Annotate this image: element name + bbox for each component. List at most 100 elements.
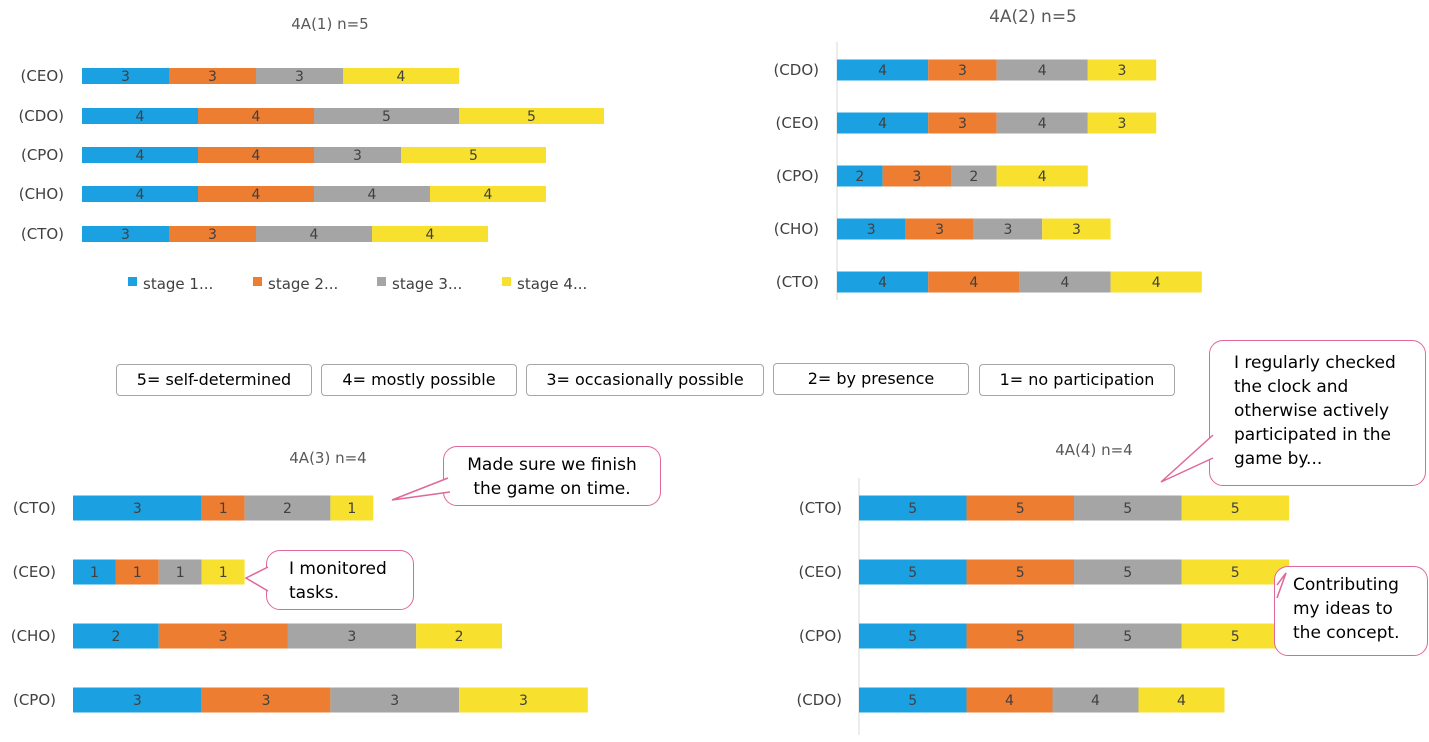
- chart-4-data-label: 5: [1016, 565, 1025, 581]
- chart-3-bar-segment: [201, 559, 245, 585]
- chart-2-bar-segment: [996, 59, 1088, 81]
- chart-2-bar-segment: [928, 112, 997, 134]
- chart-2-data-label: 2: [969, 169, 978, 185]
- chart-1-data-label: 5: [382, 109, 391, 125]
- legend-label-stage-4: stage 4...: [517, 275, 587, 293]
- chart-1-bar-segment: [256, 226, 372, 242]
- chart-3-category-label: (CPO): [13, 691, 56, 709]
- chart-1-category-label: (CEO): [21, 67, 64, 85]
- chart-3-data-label: 3: [133, 693, 142, 709]
- chart-1-data-label: 5: [527, 109, 536, 125]
- chart-2-data-label: 4: [1038, 63, 1047, 79]
- legend-label-stage-3: stage 3...: [392, 275, 462, 293]
- chart-4-bar-segment: [966, 687, 1053, 713]
- chart-1-data-label: 4: [252, 187, 261, 203]
- chart-4-data-label: 4: [1177, 693, 1186, 709]
- chart-1-data-label: 4: [397, 69, 406, 85]
- chart-2-bar-segment: [928, 59, 997, 81]
- chart-2-data-label: 3: [1072, 222, 1081, 238]
- chart-1-bar-segment: [343, 68, 459, 84]
- chart-3-bar-segment: [287, 623, 417, 649]
- chart-1-bar-segment: [82, 147, 198, 163]
- chart-2-bar-segment: [996, 112, 1088, 134]
- chart-3-bar-segment: [330, 687, 460, 713]
- chart-3-data-label: 2: [455, 629, 464, 645]
- chart-1-bar-segment: [372, 226, 488, 242]
- chart-2-data-label: 4: [878, 275, 887, 291]
- chart-1-bar-segment: [401, 147, 546, 163]
- chart-2-data-label: 3: [935, 222, 944, 238]
- chart-3-bar-segment: [201, 495, 245, 521]
- legend-label-stage-2: stage 2...: [268, 275, 338, 293]
- scale-legend-3: 3= occasionally possible: [526, 364, 764, 396]
- chart-2-data-label: 4: [878, 116, 887, 132]
- chart-3-data-label: 1: [133, 565, 142, 581]
- chart-3-bar-segment: [73, 559, 116, 585]
- chart-1-data-label: 4: [136, 187, 145, 203]
- chart-4-bar-segment: [859, 687, 967, 713]
- chart-4-bar-segment: [1181, 559, 1289, 585]
- chart-4-bar-segment: [859, 623, 967, 649]
- chart-4-title: 4A(4) n=4: [1055, 441, 1132, 459]
- chart-4-data-label: 5: [1231, 629, 1240, 645]
- chart-1-bar-segment: [256, 68, 343, 84]
- chart-3-bar-segment: [73, 495, 202, 521]
- chart-1-bar-segment: [198, 186, 314, 202]
- chart-2-data-label: 3: [912, 169, 921, 185]
- chart-1-data-label: 4: [368, 187, 377, 203]
- callout-monitored-tasks: I monitored tasks.: [266, 550, 414, 610]
- chart-2-data-label: 4: [1152, 275, 1161, 291]
- chart-2-bar-segment: [1042, 218, 1111, 240]
- chart-2-category-label: (CDO): [773, 61, 819, 79]
- chart-2-bar-segment: [1087, 59, 1157, 81]
- callout-finish-on-time-text: Made sure we finish the game on time.: [467, 455, 637, 499]
- chart-4-bar-segment: [1181, 623, 1289, 649]
- chart-1-data-label: 3: [295, 69, 304, 85]
- chart-2-data-label: 4: [1038, 116, 1047, 132]
- chart-2-data-label: 4: [1061, 275, 1070, 291]
- chart-1-category-label: (CPO): [21, 146, 64, 164]
- chart-2-bar-segment: [882, 165, 951, 187]
- chart-3-bar-segment: [73, 623, 159, 649]
- chart-4-bar-segment: [859, 495, 967, 521]
- legend-swatch-stage-3: [377, 277, 386, 286]
- chart-3-data-label: 2: [111, 629, 120, 645]
- chart-2-bar-segment: [1110, 271, 1202, 293]
- chart-2-bar-segment: [996, 165, 1088, 187]
- chart-4-data-label: 5: [908, 565, 917, 581]
- chart-1-data-label: 3: [121, 227, 130, 243]
- chart-1-data-label: 5: [469, 148, 478, 164]
- chart-3-category-label: (CTO): [13, 499, 56, 517]
- chart-2-bar-segment: [837, 59, 929, 81]
- chart-1-bar-segment: [198, 108, 314, 124]
- chart-2-bar-segment: [928, 271, 1020, 293]
- chart-1-data-label: 4: [426, 227, 435, 243]
- chart-4-data-label: 5: [1016, 501, 1025, 517]
- chart-1-data-label: 3: [208, 227, 217, 243]
- legend-swatch-stage-1: [128, 277, 137, 286]
- chart-2-data-label: 3: [958, 63, 967, 79]
- chart-4-data-label: 5: [1231, 501, 1240, 517]
- chart-3-title: 4A(3) n=4: [289, 449, 366, 467]
- chart-2-bar-segment: [905, 218, 974, 240]
- chart-2-bar-segment: [1087, 112, 1157, 134]
- legend-label-stage-1: stage 1...: [143, 275, 213, 293]
- chart-2-category-label: (CHO): [774, 220, 819, 238]
- chart-1-bar-segment: [82, 68, 169, 84]
- chart-2-data-label: 3: [958, 116, 967, 132]
- chart-1-bar-segment: [82, 226, 169, 242]
- chart-2-data-label: 2: [855, 169, 864, 185]
- chart-3-bar-segment: [158, 559, 202, 585]
- chart-2-category-label: (CTO): [776, 273, 819, 291]
- chart-4-data-label: 5: [908, 693, 917, 709]
- chart-4-bar-segment: [966, 559, 1074, 585]
- chart-3-data-label: 2: [283, 501, 292, 517]
- chart-2-data-label: 3: [1118, 116, 1127, 132]
- chart-1-bar-segment: [430, 186, 546, 202]
- callout-checked-clock: I regularly checked the clock and otherw…: [1209, 340, 1426, 486]
- chart-2-bar-segment: [973, 218, 1043, 240]
- chart-2-bar-segment: [951, 165, 997, 187]
- chart-3-bar-segment: [244, 495, 331, 521]
- chart-4-data-label: 5: [1123, 565, 1132, 581]
- chart-1-data-label: 4: [252, 148, 261, 164]
